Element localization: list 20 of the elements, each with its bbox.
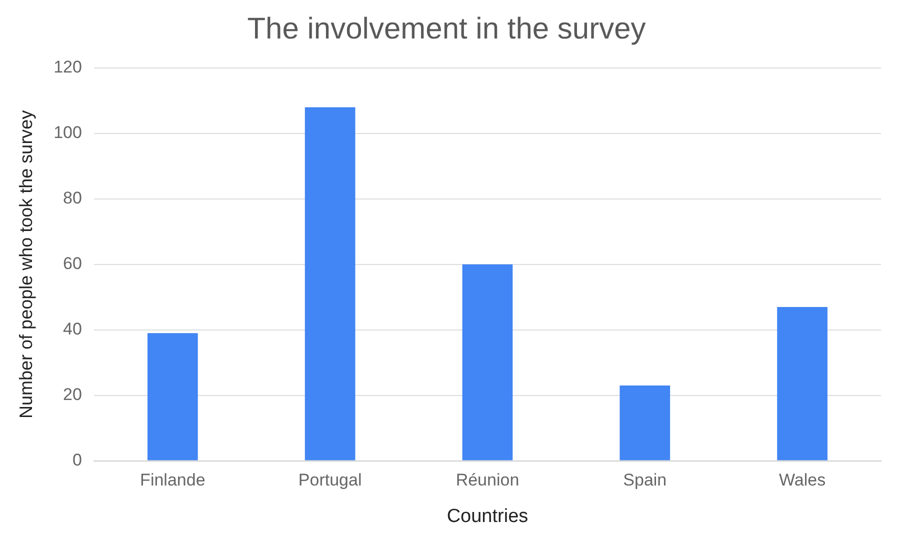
bar <box>147 333 198 460</box>
x-tick-label: Wales <box>778 470 826 490</box>
y-tick-label: 60 <box>63 254 82 274</box>
y-axis-title: Number of people who took the survey <box>16 110 36 418</box>
y-tick-label: 120 <box>54 58 82 77</box>
bar <box>620 386 670 460</box>
x-tick-label: Réunion <box>456 470 520 490</box>
y-tick-label: 40 <box>63 320 82 339</box>
y-tick-label: 80 <box>63 188 82 208</box>
y-tick-label: 100 <box>54 123 82 142</box>
y-tick-label: 0 <box>72 450 82 470</box>
x-tick-label: Portugal <box>298 470 362 490</box>
x-axis-title: Countries <box>446 506 528 527</box>
y-tick-label: 20 <box>63 385 82 404</box>
bar <box>777 306 828 460</box>
x-tick-label: Finlande <box>140 470 206 490</box>
chart-title: The involvement in the survey <box>247 12 646 46</box>
bar <box>462 264 513 460</box>
x-tick-label: Spain <box>623 470 667 490</box>
bar <box>304 107 356 460</box>
